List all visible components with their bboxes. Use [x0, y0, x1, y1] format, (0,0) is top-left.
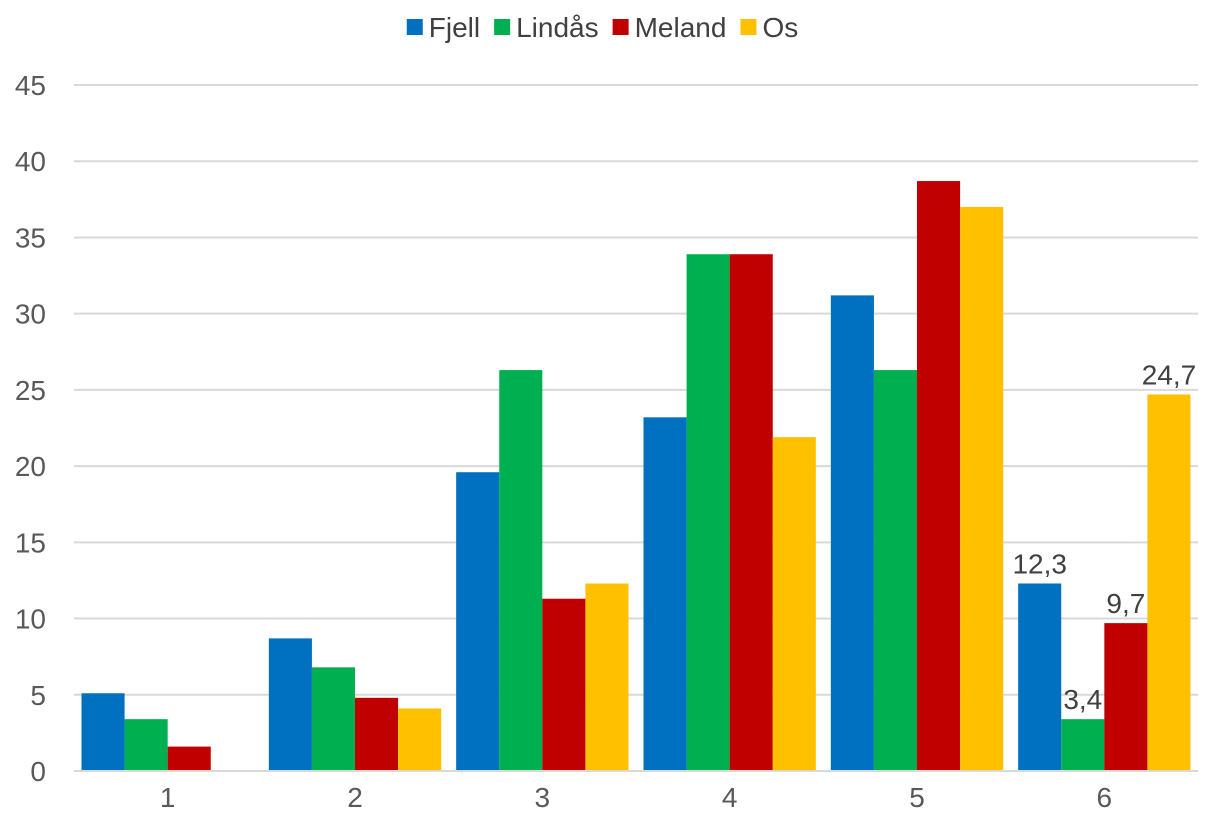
legend-item-fjell: Fjell — [406, 12, 480, 43]
bar-meland-5 — [917, 181, 961, 772]
bar-lindås-3 — [499, 370, 543, 771]
legend-label: Lindås — [516, 12, 599, 43]
bar-os-4 — [772, 437, 816, 771]
data-label: 24,7 — [1142, 359, 1197, 390]
y-tick-label: 0 — [30, 756, 46, 787]
data-labels: 12,3 3,4 9,7 24,7 — [1012, 359, 1196, 715]
legend-swatch — [612, 19, 629, 35]
y-tick-label: 30 — [15, 299, 46, 330]
y-tick-label: 10 — [15, 604, 46, 635]
bar-lindås-2 — [311, 667, 355, 771]
bar-meland-2 — [355, 697, 399, 771]
bar-os-2 — [398, 708, 442, 771]
x-tick-label: 6 — [1097, 782, 1113, 813]
legend: Fjell Lindås Meland Os — [406, 12, 798, 43]
legend-label: Meland — [635, 12, 727, 43]
legend-item-os: Os — [740, 12, 798, 43]
y-tick-label: 35 — [15, 222, 46, 253]
bar-lindås-6 — [1061, 719, 1105, 771]
data-label: 3,4 — [1063, 684, 1102, 715]
y-tick-label: 40 — [15, 146, 46, 177]
bar-fjell-3 — [456, 472, 500, 771]
legend-swatch — [740, 19, 757, 35]
x-tick-label: 3 — [535, 782, 551, 813]
data-label: 12,3 — [1012, 548, 1067, 579]
bar-fjell-1 — [81, 693, 125, 771]
x-axis-ticks: 1 2 3 4 5 6 — [160, 782, 1112, 813]
bar-fjell-6 — [1018, 583, 1062, 771]
bar-meland-3 — [542, 598, 586, 771]
bars — [81, 181, 1191, 772]
y-tick-label: 25 — [15, 375, 46, 406]
legend-label: Os — [762, 12, 798, 43]
legend-item-meland: Meland — [612, 12, 727, 43]
bar-lindås-4 — [686, 254, 730, 772]
bar-os-6 — [1147, 394, 1191, 771]
y-tick-label: 20 — [15, 451, 46, 482]
gridlines — [74, 84, 1198, 696]
bar-fjell-2 — [268, 638, 312, 771]
x-tick-label: 5 — [909, 782, 925, 813]
bar-os-5 — [960, 206, 1004, 771]
x-tick-label: 2 — [347, 782, 363, 813]
bar-lindås-5 — [873, 370, 917, 771]
bar-lindås-1 — [124, 719, 168, 771]
legend-swatch — [406, 19, 423, 35]
x-tick-label: 1 — [160, 782, 176, 813]
data-label: 9,7 — [1106, 588, 1145, 619]
y-tick-label: 5 — [30, 680, 46, 711]
legend-swatch — [494, 19, 511, 35]
legend-item-lindås: Lindås — [494, 12, 599, 43]
bar-fjell-5 — [830, 295, 874, 771]
y-axis-ticks: 0 5 10 15 20 25 30 35 40 45 — [15, 70, 46, 787]
bar-meland-6 — [1104, 623, 1148, 771]
bar-os-3 — [585, 583, 629, 771]
bar-fjell-4 — [643, 417, 687, 771]
x-tick-label: 4 — [722, 782, 738, 813]
bar-meland-4 — [729, 254, 773, 772]
bar-meland-1 — [167, 746, 211, 771]
y-tick-label: 45 — [15, 70, 46, 101]
y-tick-label: 15 — [15, 527, 46, 558]
legend-label: Fjell — [429, 12, 480, 43]
